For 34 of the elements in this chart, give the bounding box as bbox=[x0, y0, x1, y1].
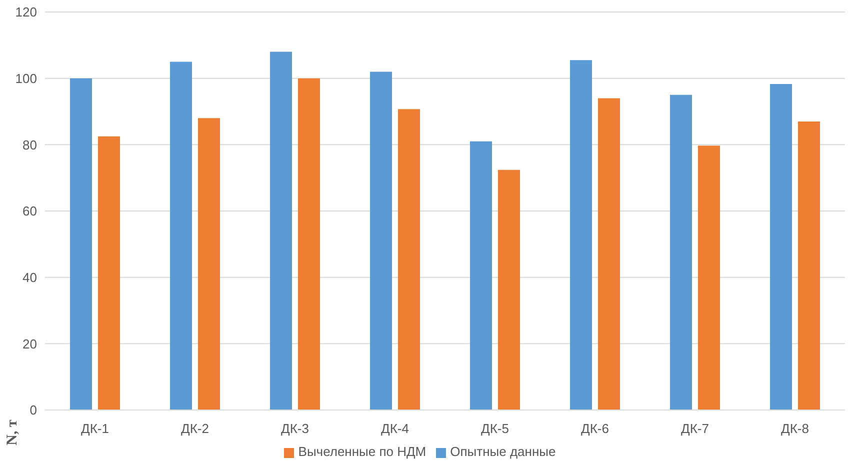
bar bbox=[670, 94, 692, 410]
bar bbox=[570, 60, 592, 410]
x-tick-label: ДК-5 bbox=[481, 421, 509, 436]
bar bbox=[170, 62, 192, 410]
bar bbox=[470, 141, 492, 410]
y-tick-label: 40 bbox=[22, 270, 37, 285]
bar bbox=[698, 146, 720, 410]
x-tick-label: ДК-2 bbox=[181, 421, 209, 436]
bar bbox=[798, 121, 820, 410]
bar bbox=[598, 98, 620, 410]
bar bbox=[298, 78, 320, 410]
bar bbox=[70, 78, 92, 410]
x-tick-label: ДК-4 bbox=[381, 421, 409, 436]
legend-label: Опытные данные bbox=[450, 444, 556, 459]
y-tick-label: 60 bbox=[22, 204, 37, 219]
bar bbox=[398, 109, 420, 410]
y-tick-label: 100 bbox=[15, 70, 37, 86]
bar bbox=[198, 118, 220, 410]
bar bbox=[270, 52, 292, 410]
x-tick-label: ДК-6 bbox=[581, 421, 609, 436]
y-tick-label: 120 bbox=[15, 4, 37, 20]
bar bbox=[770, 84, 792, 410]
bar bbox=[98, 136, 120, 410]
x-tick-label: ДК-8 bbox=[781, 421, 809, 436]
x-tick-label: ДК-1 bbox=[81, 421, 109, 436]
legend-label: Вычеленные по НДМ bbox=[298, 444, 426, 459]
x-tick-label: ДК-3 bbox=[281, 421, 309, 436]
y-tick-label: 20 bbox=[22, 336, 37, 352]
y-axis-title: N, т bbox=[4, 419, 22, 445]
bar bbox=[498, 170, 520, 410]
y-tick-label: 80 bbox=[22, 137, 37, 152]
x-tick-label: ДК-7 bbox=[681, 421, 709, 436]
bar bbox=[370, 72, 392, 410]
y-tick-label: 0 bbox=[30, 402, 37, 418]
